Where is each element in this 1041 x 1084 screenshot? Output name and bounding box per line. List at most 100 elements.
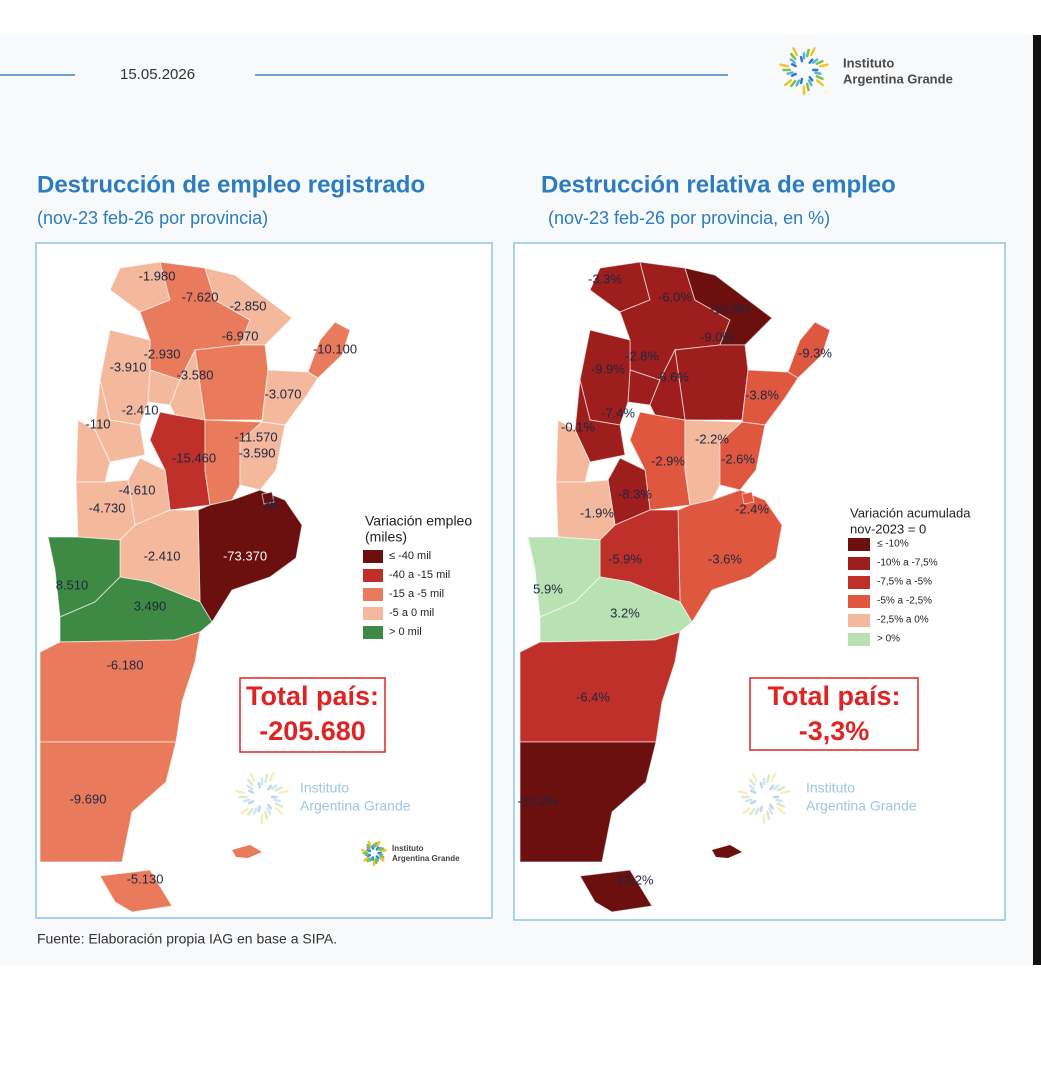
- logo-dash: [776, 807, 786, 815]
- legend-label: > 0%: [877, 634, 900, 645]
- province-label: -6.4%: [576, 689, 610, 704]
- logo-dash: [378, 853, 384, 857]
- source: Fuente: Elaboración propia IAG en base a…: [37, 931, 337, 947]
- logo-dash: [815, 79, 825, 87]
- logo-dash: [759, 805, 764, 813]
- logo-text-small: Instituto: [392, 844, 424, 853]
- logo-dash: [375, 857, 379, 862]
- logo-dash: [748, 778, 756, 787]
- province: [75, 419, 111, 483]
- province-label: -6.6%: [655, 369, 689, 384]
- province-label: -3.070: [265, 386, 302, 401]
- province-label: -2.6%: [721, 451, 755, 466]
- logo-dash: [375, 846, 380, 851]
- legend-label: -5% a -2,5%: [877, 596, 932, 607]
- legend-swatch: [848, 614, 870, 627]
- legend-label: -40 a -15 mil: [389, 569, 450, 581]
- logo-dash: [748, 807, 756, 816]
- province-label: -6.0%: [658, 289, 692, 304]
- legend-label: -15 a -5 mil: [389, 588, 444, 600]
- logo-dash: [366, 857, 371, 863]
- logo-dash: [810, 47, 816, 57]
- province-label: -110: [85, 416, 110, 431]
- logo-dash: [366, 848, 372, 853]
- legend-swatch: [848, 595, 870, 608]
- province: [555, 419, 591, 483]
- province-label: -13,2%: [612, 872, 654, 887]
- logo-dash: [246, 784, 254, 791]
- logo-dash: [792, 47, 798, 57]
- logo-dash: [257, 781, 262, 789]
- legend-label: -2,5% a 0%: [877, 615, 929, 626]
- legend-label: > 0 mil: [389, 626, 422, 638]
- logo-dash: [379, 854, 385, 859]
- province-label: -9.0%: [700, 329, 734, 344]
- logo-dash: [805, 82, 810, 92]
- logo-dash: [790, 79, 797, 88]
- province-label: -3.580: [177, 367, 214, 382]
- logo-dash: [235, 789, 246, 795]
- province-label: -3.590: [239, 445, 276, 460]
- logo-dash: [377, 846, 382, 851]
- legend-swatch: [363, 607, 383, 620]
- total-label: Total país:: [767, 681, 900, 711]
- logo-dash: [257, 805, 262, 813]
- logo-text: Instituto: [843, 55, 894, 70]
- province-label: -15.460: [172, 450, 216, 465]
- logo-dash: [243, 798, 251, 803]
- province-label: -4.730: [89, 500, 126, 515]
- logo-dash: [772, 784, 780, 791]
- legend-swatch: [848, 633, 870, 646]
- logo-dash: [366, 846, 371, 851]
- logo: [361, 840, 387, 867]
- province-label: -9.690: [70, 791, 107, 806]
- logo-dash: [776, 802, 786, 808]
- watermark-text: Instituto: [806, 780, 855, 796]
- province-label: -2.2%: [695, 431, 729, 446]
- logo-dash: [814, 71, 822, 75]
- logo-dash: [379, 856, 385, 862]
- logo-dash: [759, 781, 764, 789]
- legend-title: Variación empleo: [365, 513, 472, 529]
- province-label: -2.410: [122, 402, 159, 417]
- logo: [779, 47, 829, 96]
- logo-dash: [266, 784, 273, 791]
- province-label: -3.910: [110, 359, 147, 374]
- province-label: -1.9%: [580, 505, 614, 520]
- watermark-text: Argentina Grande: [300, 798, 411, 814]
- province-label: -2.4%: [735, 501, 769, 516]
- province-label: -73.370: [223, 548, 267, 563]
- logo-dash: [366, 853, 372, 858]
- map: [39, 261, 351, 913]
- logo-dash: [274, 802, 284, 808]
- province-label: -8.3%: [618, 486, 652, 501]
- islands: [232, 845, 262, 858]
- legend-title: (miles): [365, 529, 407, 545]
- logo-dash: [270, 784, 278, 791]
- province: [519, 741, 657, 863]
- legend-swatch: [848, 538, 870, 551]
- logo-text-small: Argentina Grande: [392, 854, 460, 863]
- logo-dash: [790, 63, 797, 68]
- map-subtitle: (nov-23 feb-26 por provincia, en %): [548, 208, 830, 228]
- province: [579, 869, 653, 913]
- logo-dash: [783, 79, 793, 87]
- logo-dash: [776, 786, 786, 792]
- province: [39, 631, 201, 743]
- logo-dash: [790, 72, 797, 77]
- province-label: 8.510: [56, 577, 89, 592]
- logo-dash: [790, 52, 797, 61]
- province-label: -3.8%: [745, 387, 779, 402]
- logo-dash: [264, 810, 269, 820]
- logo-dash: [367, 840, 372, 847]
- logo-dash: [808, 58, 814, 65]
- logo-dash: [737, 789, 748, 795]
- legend-swatch: [363, 569, 383, 582]
- edge-bar: [1033, 35, 1041, 965]
- logo-dash: [795, 79, 801, 87]
- map: [519, 261, 831, 913]
- logo-dash: [374, 858, 378, 865]
- logo-dash: [768, 784, 775, 791]
- province: [519, 631, 681, 743]
- province: [194, 344, 269, 421]
